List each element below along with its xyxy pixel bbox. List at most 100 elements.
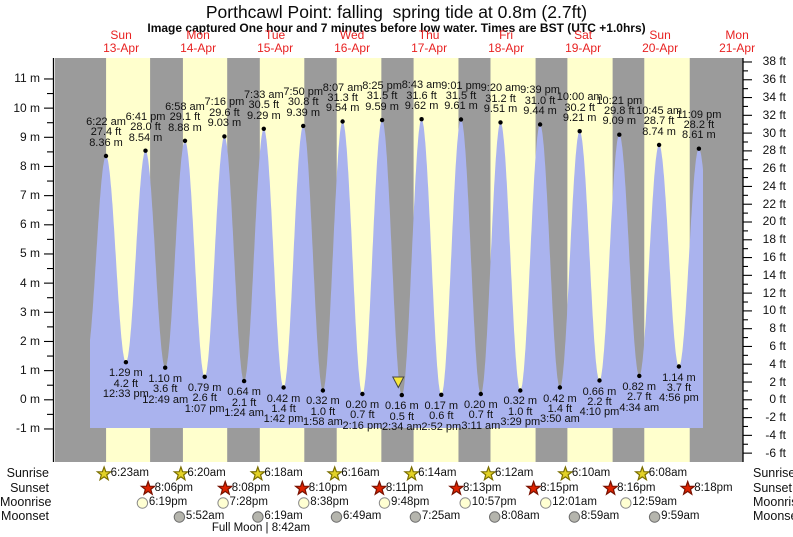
y-tick-label-ft: -6 ft xyxy=(765,445,786,460)
moonrise-circle-icon xyxy=(217,497,229,509)
day-label: Tue 15-Apr xyxy=(257,28,294,55)
moonset-time: 5:52am xyxy=(185,510,225,522)
high-tide-dot xyxy=(182,138,188,143)
sunrise-time: 6:14am xyxy=(418,467,457,479)
high-tide-dot xyxy=(656,142,662,148)
moonset-circle-icon xyxy=(252,511,264,523)
low-tide-annotation: 0.42 m 1.4 ft 1:42 pm xyxy=(263,392,304,426)
high-tide-dot xyxy=(222,134,227,139)
y-tick-label-m: 2 m xyxy=(19,333,40,348)
y-tick-label-ft: 28 ft xyxy=(762,143,786,158)
y-tick-label-ft: 12 ft xyxy=(762,285,786,300)
y-tick-label-m: 11 m xyxy=(14,71,40,86)
current-time-marker-icon xyxy=(391,376,405,389)
y-tick-label-ft: -2 ft xyxy=(765,410,786,425)
low-tide-annotation: 0.20 m 0.7 ft 2:16 pm xyxy=(342,398,383,432)
high-tide-dot xyxy=(458,117,464,122)
sunset-time: 8:13pm xyxy=(462,481,502,494)
day-label: Mon 14-Apr xyxy=(180,28,217,55)
high-tide-annotation: 11:09 pm 28.2 ft 8.61 m xyxy=(676,108,722,142)
chart-subtitle: Image captured One hour and 7 minutes be… xyxy=(147,21,646,35)
low-tide-annotation: 0.82 m 2.7 ft 4:34 am xyxy=(619,380,660,414)
sunrise-time: 6:10am xyxy=(571,467,611,479)
sunset-star-icon xyxy=(139,479,157,496)
moonset-time: 9:59am xyxy=(661,510,700,522)
day-label: Sun 20-Apr xyxy=(642,28,679,55)
moonset-time: 6:19am xyxy=(264,510,303,522)
sunrise-time: 6:12am xyxy=(494,467,534,479)
moonset-circle-icon xyxy=(173,511,186,523)
moon-phase-label: Full Moon | 8:42am xyxy=(211,522,311,534)
y-tick-label-m: 1 m xyxy=(19,363,40,378)
row-label-moonrise-right: Moonrise xyxy=(753,495,793,509)
high-tide-dot xyxy=(537,122,543,127)
high-tide-dot xyxy=(617,132,622,137)
sunset-time: 8:06pm xyxy=(154,481,193,494)
y-tick-label-ft: 2 ft xyxy=(769,374,786,389)
moonrise-circle-icon xyxy=(540,497,552,509)
y-tick-label-ft: 16 ft xyxy=(762,250,786,265)
high-tide-annotation: 6:58 am 29.1 ft 8.88 m xyxy=(165,100,205,134)
row-label-sunset-right: Sunset xyxy=(753,480,792,495)
moonrise-circle-icon xyxy=(459,497,471,509)
day-label: Fri 18-Apr xyxy=(488,28,525,55)
y-tick-label-m: 5 m xyxy=(19,246,40,261)
sunrise-time: 6:23am xyxy=(110,467,149,479)
y-tick-label-ft: 6 ft xyxy=(769,338,786,353)
high-tide-annotation: 7:16 pm 29.6 ft 9.03 m xyxy=(204,96,245,130)
moonrise-time: 9:48pm xyxy=(391,496,430,508)
sunrise-time: 6:08am xyxy=(648,467,688,479)
chart-title: Porthcawl Point: falling spring tide at … xyxy=(205,2,588,22)
y-tick-label-ft: 10 ft xyxy=(762,303,786,318)
high-tide-annotation: 8:25 pm 31.5 ft 9.59 m xyxy=(362,80,402,113)
sunrise-star-icon xyxy=(480,465,497,482)
sunset-star-icon xyxy=(679,479,697,496)
day-label: Sun 13-Apr xyxy=(103,28,140,55)
high-tide-annotation: 9:20 am 31.2 ft 9.51 m xyxy=(480,82,521,116)
y-tick-label-m: 4 m xyxy=(19,275,40,290)
moonrise-time: 12:01am xyxy=(552,496,597,508)
moonset-time: 8:08am xyxy=(501,510,540,522)
low-tide-dot xyxy=(637,373,642,379)
sunrise-star-icon xyxy=(326,465,344,482)
sunrise-star-icon xyxy=(403,465,420,482)
moonrise-time: 6:19pm xyxy=(148,496,188,508)
y-tick-label-ft: 38 ft xyxy=(762,54,786,69)
sunrise-time: 6:16am xyxy=(341,467,380,479)
sunset-star-icon xyxy=(371,479,388,496)
low-tide-dot xyxy=(439,392,444,397)
sunset-star-icon xyxy=(293,479,311,496)
low-tide-annotation: 0.16 m 0.5 ft 2:34 am xyxy=(381,400,422,433)
y-tick-label-m: 0 m xyxy=(19,392,40,407)
y-tick-label-m: 6 m xyxy=(19,217,40,232)
low-tide-dot xyxy=(518,388,523,393)
high-tide-annotation: 9:39 pm 31.0 ft 9.44 m xyxy=(520,84,560,118)
day-label: Wed 16-Apr xyxy=(334,28,371,55)
moonset-time: 6:49am xyxy=(342,510,382,522)
high-tide-annotation: 10:00 am 30.2 ft 9.21 m xyxy=(556,91,603,124)
sunset-star-icon xyxy=(602,479,619,496)
high-tide-dot xyxy=(261,126,266,131)
row-label-moonset-left: Moonset xyxy=(1,509,49,523)
moonset-time: 7:25am xyxy=(421,510,461,522)
sunrise-star-icon xyxy=(249,465,267,482)
low-tide-annotation: 0.32 m 1.0 ft 3:29 pm xyxy=(500,395,541,429)
low-tide-dot xyxy=(676,364,682,369)
sunrise-star-icon xyxy=(95,465,113,482)
moonset-circle-icon xyxy=(648,511,661,523)
high-tide-dot xyxy=(498,120,503,125)
high-tide-dot xyxy=(143,148,148,153)
row-label-sunrise-right: Sunrise xyxy=(753,466,793,480)
sunset-time: 8:16pm xyxy=(617,481,656,494)
low-tide-dot xyxy=(281,385,286,390)
tide-area xyxy=(90,119,703,429)
high-tide-dot xyxy=(419,117,424,122)
high-tide-dot xyxy=(696,146,702,151)
moonrise-circle-icon xyxy=(620,497,632,509)
sunrise-star-icon xyxy=(172,465,190,482)
sunset-star-icon xyxy=(216,479,234,496)
moonrise-circle-icon xyxy=(298,497,310,509)
